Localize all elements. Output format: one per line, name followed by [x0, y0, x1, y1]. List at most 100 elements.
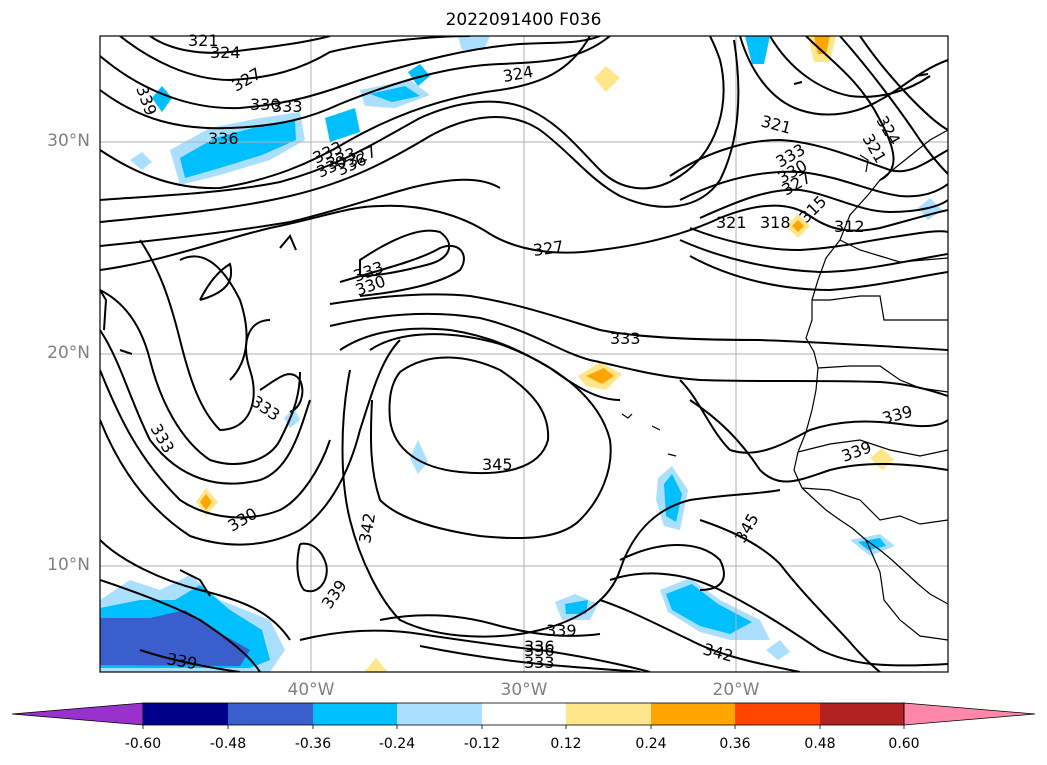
- coastline-border: [865, 539, 948, 641]
- lat-label-20n: 20°N: [47, 343, 90, 363]
- colorbar-box: [143, 703, 228, 725]
- shade-blue-patch: [408, 64, 430, 86]
- contour-label: 330: [225, 504, 261, 536]
- contour-label: 321: [716, 213, 747, 232]
- coastline-island: [621, 413, 633, 419]
- contour-label: 336: [524, 637, 555, 656]
- gridlines: [100, 36, 948, 672]
- contour-line: [679, 239, 948, 274]
- contour-label: 327: [532, 237, 565, 260]
- contour-line: [699, 188, 948, 219]
- colorbar-box: [313, 703, 397, 725]
- contour-line: [329, 293, 948, 351]
- contour-line: [100, 39, 740, 223]
- contour-label: 324: [501, 62, 534, 86]
- shade-orange-patch: [364, 658, 388, 672]
- contour-line: [296, 542, 328, 593]
- contour-line: [805, 36, 895, 181]
- shade-blue-patch: [325, 108, 360, 142]
- contour-line: [339, 245, 465, 297]
- shade-orange-patch: [594, 66, 620, 92]
- colorbar-tick-label: -0.24: [378, 736, 416, 752]
- shade-orange-patch: [814, 36, 830, 54]
- contour-label: 333: [147, 421, 179, 457]
- coastline-border: [817, 365, 948, 393]
- contour-label: 333: [610, 329, 641, 348]
- contour-line: [149, 36, 331, 54]
- contour-line: [259, 373, 304, 413]
- shade-orange-patch: [792, 220, 804, 232]
- contour-line: [339, 327, 621, 401]
- coastline-island: [651, 425, 661, 431]
- contour-line: [679, 170, 948, 201]
- contour-line: [329, 312, 948, 397]
- contour-label: 345: [482, 455, 513, 474]
- contour-line: [419, 645, 641, 672]
- shade-blue-patch: [918, 198, 942, 220]
- lat-label-30n: 30°N: [47, 131, 90, 151]
- contour-line: [100, 579, 261, 672]
- colorbar-tick-label: 0.12: [550, 736, 582, 752]
- contour-label: 321: [759, 112, 793, 138]
- contour-line: [739, 36, 948, 116]
- contour-line: [100, 289, 108, 331]
- contour-line: [100, 204, 948, 271]
- contour-line: [100, 289, 301, 465]
- shade-orange-patch: [200, 494, 212, 510]
- colorbar-box: [482, 703, 566, 725]
- contour-line: [100, 369, 331, 519]
- colorbar-tick-label: -0.60: [124, 736, 162, 752]
- contour-label: 342: [355, 511, 379, 544]
- contour-line: [793, 81, 803, 85]
- contour-line: [199, 262, 233, 301]
- contour-line: [669, 138, 948, 177]
- contour-label: 318: [760, 213, 791, 232]
- contour-line: [100, 329, 311, 485]
- coastline-border: [812, 295, 948, 321]
- contour-line: [139, 649, 241, 672]
- contours: [100, 36, 948, 672]
- contour-label: 330: [250, 95, 281, 114]
- contour-line: [179, 569, 211, 597]
- shade-blue-patch: [565, 600, 588, 614]
- plot-frame: [99, 35, 949, 673]
- contour-line: [100, 339, 401, 546]
- colorbar-box: [820, 703, 904, 725]
- shade-blue-patch: [130, 152, 152, 170]
- contour-line: [179, 255, 248, 381]
- contour-label: 327: [229, 64, 265, 96]
- contour-line: [119, 36, 471, 82]
- colorbar-extend-low: [11, 702, 144, 726]
- contour-line: [119, 349, 133, 355]
- coastline-border: [801, 487, 948, 525]
- lon-label-30w: 30°W: [500, 680, 548, 700]
- contour-label: 333: [524, 653, 555, 672]
- contour-line: [859, 36, 948, 131]
- contour-line: [139, 239, 271, 432]
- lon-label-40w: 40°W: [287, 680, 335, 700]
- shade-blue-patch: [458, 36, 490, 50]
- lon-label-20w: 20°W: [712, 680, 760, 700]
- contour-line: [388, 356, 550, 475]
- contour-line: [769, 36, 931, 98]
- contour-line: [609, 572, 948, 667]
- colorbar-tick-label: -0.12: [463, 736, 501, 752]
- shade-blue-patch: [180, 120, 296, 178]
- contour-line: [679, 379, 948, 454]
- coastline-island: [859, 154, 869, 173]
- contour-line: [915, 73, 929, 77]
- colorbar-outline: [142, 702, 905, 726]
- contour-label: 336: [524, 641, 555, 660]
- colorbar-tick-label: 0.60: [888, 736, 920, 752]
- contour-line: [100, 178, 501, 247]
- colorbar-box: [566, 703, 651, 725]
- contour-label: 342: [701, 640, 735, 666]
- contour-line: [100, 36, 611, 130]
- contour-label: 333: [272, 97, 303, 116]
- contour-line: [599, 599, 801, 672]
- contour-line: [100, 36, 601, 110]
- contour-label: 339: [546, 621, 577, 640]
- contour-line: [100, 36, 591, 190]
- contour-label: 312: [834, 217, 865, 236]
- contour-line: [379, 614, 601, 637]
